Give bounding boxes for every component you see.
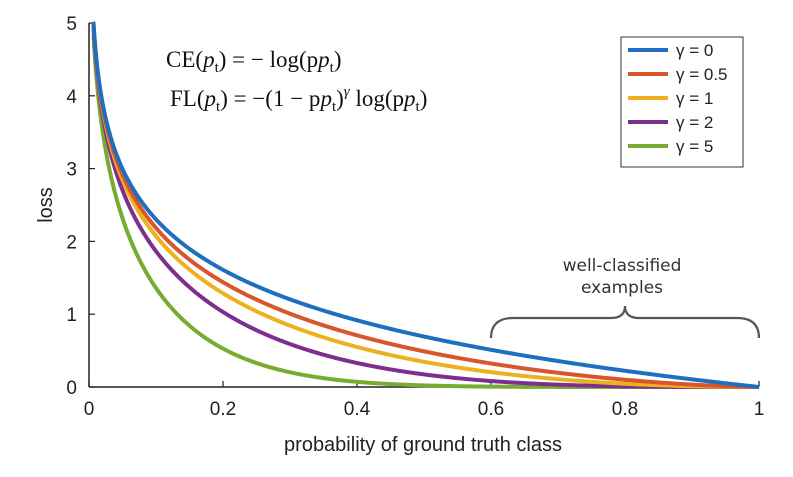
x-tick-label: 0 bbox=[84, 399, 95, 420]
y-tick-label: 3 bbox=[66, 160, 77, 181]
legend: γ = 0 γ = 0.5 γ = 1 γ = 2 γ = 5 bbox=[620, 36, 744, 168]
legend-entry: γ = 2 bbox=[676, 113, 713, 132]
x-tick-label: 1 bbox=[754, 399, 765, 420]
x-tick-label: 0.6 bbox=[478, 399, 504, 420]
x-ticks: 0 0.2 0.4 0.6 0.8 1 bbox=[84, 381, 765, 420]
svg-text:FL(pt) = −(1 − ppt)γ log(ppt): FL(pt) = −(1 − ppt)γ log(ppt) bbox=[170, 84, 427, 115]
legend-entry: γ = 0.5 bbox=[676, 65, 728, 84]
series-line bbox=[91, 25, 760, 389]
y-tick-label: 4 bbox=[66, 87, 77, 108]
annotation-line-1: well-classified bbox=[563, 256, 682, 276]
y-tick-label: 0 bbox=[66, 378, 77, 399]
annotation-brace bbox=[489, 305, 761, 339]
well-classified-annotation: well-classified examples bbox=[489, 256, 761, 339]
series-line bbox=[91, 22, 760, 389]
x-tick-label: 0.8 bbox=[612, 399, 638, 420]
y-tick-label: 1 bbox=[66, 305, 77, 326]
legend-entry: γ = 0 bbox=[676, 41, 713, 60]
svg-text:CE(pt) = − log(ppt): CE(pt) = − log(ppt) bbox=[166, 47, 342, 76]
y-tick-label: 5 bbox=[66, 14, 77, 35]
series-line bbox=[91, 23, 760, 389]
x-axis-label: probability of ground truth class bbox=[284, 434, 562, 456]
legend-entry: γ = 1 bbox=[676, 89, 713, 108]
x-tick-label: 0.4 bbox=[344, 399, 371, 420]
formula-fl: FL(pt) = −(1 − ppt)γ log(ppt) bbox=[170, 84, 427, 115]
y-axis-label: loss bbox=[35, 187, 57, 223]
y-ticks: 0 1 2 3 4 5 bbox=[66, 14, 95, 399]
x-tick-label: 0.2 bbox=[210, 399, 236, 420]
curves bbox=[91, 21, 760, 389]
formula-ce: CE(pt) = − log(ppt) bbox=[166, 47, 342, 76]
annotation-line-2: examples bbox=[581, 278, 663, 298]
y-tick-label: 2 bbox=[66, 232, 77, 253]
legend-entry: γ = 5 bbox=[676, 137, 713, 156]
series-line bbox=[91, 21, 760, 389]
